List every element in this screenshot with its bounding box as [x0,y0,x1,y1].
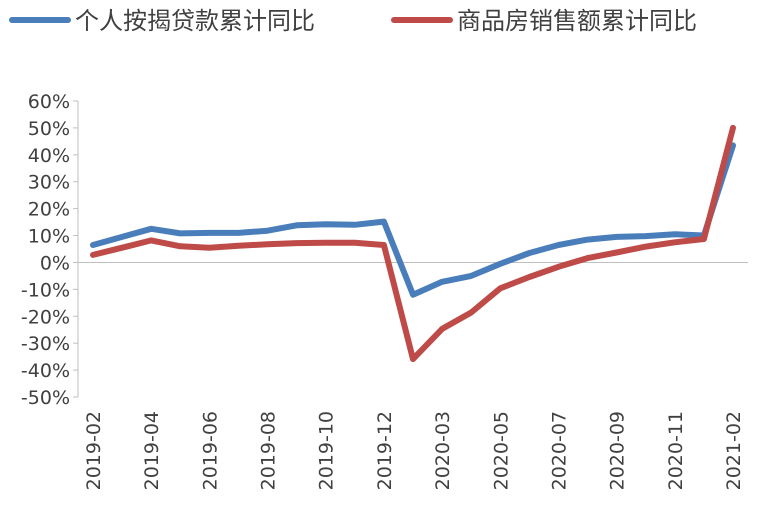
x-tick-label: 2020-05 [490,411,512,490]
y-tick-label: 50% [28,118,70,140]
x-tick-label: 2019-08 [258,411,280,490]
series-line-mortgage [90,142,736,298]
y-tick-label: 30% [28,172,70,194]
x-tick-label: 2019-02 [83,411,105,490]
y-tick-label: 40% [28,145,70,167]
y-tick-label: -50% [21,387,70,409]
x-tick-label: 2020-03 [432,411,454,490]
series-line-sales [90,124,736,363]
legend: 个人按揭贷款累计同比 商品房销售额累计同比 [9,7,697,35]
y-tick-label: 20% [28,199,70,221]
y-tick-label: -40% [21,360,70,382]
y-tick-label: -30% [21,333,70,355]
x-tick-label: 2019-04 [141,411,163,490]
x-tick-label: 2019-06 [199,411,221,490]
x-tick-label: 2019-12 [374,411,396,490]
x-tick-label: 2021-02 [723,411,745,490]
legend-label-mortgage: 个人按揭贷款累计同比 [75,7,315,35]
x-tick-label: 2020-07 [548,411,570,490]
legend-label-sales: 商品房销售额累计同比 [457,7,697,35]
plot-area: 60% 50% 40% 30% 20% 10% 0% -10% -20% -30% -40% -50%… [21,91,748,490]
y-tick-label: 10% [28,226,70,248]
y-tick-label: -20% [21,306,70,328]
y-tick-label: 0% [40,252,70,274]
x-tick-label: 2020-09 [607,411,629,490]
x-tick-label: 2019-10 [316,411,338,490]
y-tick-label: -10% [21,279,70,301]
y-tick-label: 60% [28,91,70,113]
x-tick-label: 2020-11 [665,411,687,490]
